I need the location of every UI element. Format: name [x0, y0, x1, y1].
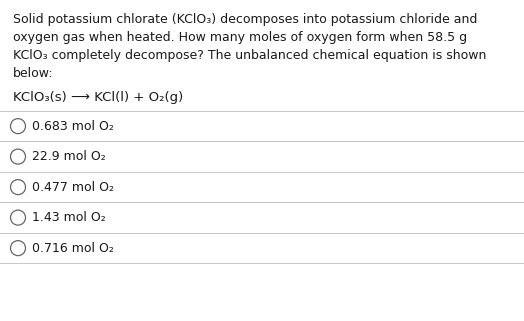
- Text: 0.716 mol O₂: 0.716 mol O₂: [32, 242, 114, 255]
- Text: below:: below:: [13, 67, 53, 80]
- Text: 0.683 mol O₂: 0.683 mol O₂: [32, 120, 114, 133]
- Text: 0.477 mol O₂: 0.477 mol O₂: [32, 181, 115, 194]
- Text: oxygen gas when heated. How many moles of oxygen form when 58.5 g: oxygen gas when heated. How many moles o…: [13, 31, 467, 44]
- Text: 1.43 mol O₂: 1.43 mol O₂: [32, 211, 106, 224]
- Text: 22.9 mol O₂: 22.9 mol O₂: [32, 150, 106, 163]
- Text: KClO₃(s) ⟶ KCl(l) + O₂(g): KClO₃(s) ⟶ KCl(l) + O₂(g): [13, 91, 183, 104]
- Text: Solid potassium chlorate (KClO₃) decomposes into potassium chloride and: Solid potassium chlorate (KClO₃) decompo…: [13, 13, 477, 26]
- Text: KClO₃ completely decompose? The unbalanced chemical equation is shown: KClO₃ completely decompose? The unbalanc…: [13, 49, 486, 62]
